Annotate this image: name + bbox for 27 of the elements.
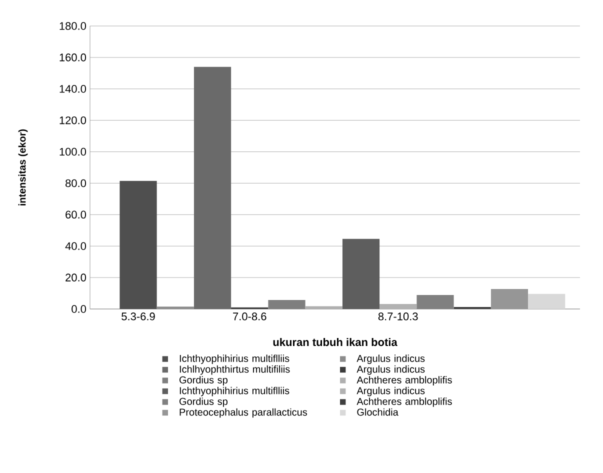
legend-label: Argulus indicus: [356, 365, 425, 375]
legend-label: Gordius sp: [180, 376, 228, 386]
x-axis-title: ukuran tubuh ikan botia: [273, 338, 398, 346]
y-axis-title: intensitas (ekor): [18, 129, 28, 206]
y-tick-label: 60.0: [66, 210, 86, 219]
y-tick-label: 0.0: [72, 305, 86, 313]
y-tick-label: 80.0: [66, 179, 86, 188]
y-tick-label: 20.0: [66, 274, 86, 282]
legend-label: Argulus indicus: [356, 386, 425, 396]
y-tick-label: 180.0: [60, 22, 86, 30]
y-tick-label: 160.0: [60, 54, 86, 62]
x-tick-label: 8.7-10.3: [378, 312, 418, 320]
legend-label: Argulus indicus: [356, 354, 425, 364]
legend-label: Glochidia: [357, 408, 398, 416]
legend-label: Proteocephalus parallacticus: [180, 408, 308, 418]
x-tick-label: 5.3-6.9: [122, 312, 155, 320]
x-tick-label: 7.0-8.6: [233, 312, 266, 320]
y-tick-label: 120.0: [60, 116, 86, 124]
y-tick-label: 100.0: [60, 148, 86, 156]
y-tick-label: 40.0: [65, 242, 86, 250]
legend-label: Ichlhyophthirtus multifiliis: [180, 365, 290, 375]
legend-label: Ichthyophihirius multiflliis: [180, 354, 290, 364]
legend-label: Achtheres ambloplifis: [356, 398, 452, 407]
legend-label: Ichthyophihirius multiflliis: [180, 386, 290, 396]
legend-label: Gordius sp: [180, 398, 228, 407]
y-tick-label: 140.0: [60, 85, 86, 93]
legend-label: Achtheres ambloplifis: [356, 376, 452, 386]
